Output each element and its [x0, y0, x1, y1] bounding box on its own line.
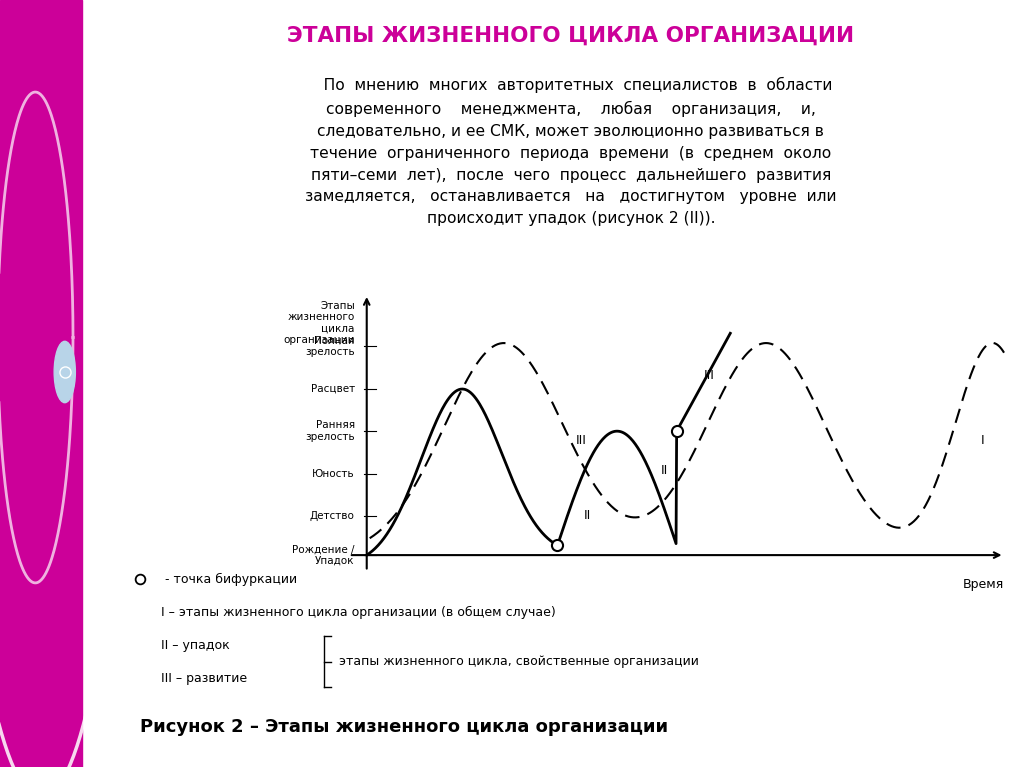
Text: Рисунок 2 – Этапы жизненного цикла организации: Рисунок 2 – Этапы жизненного цикла орган… [140, 719, 669, 736]
Text: II: II [662, 464, 669, 477]
Ellipse shape [54, 341, 76, 403]
Text: Детство: Детство [310, 511, 354, 521]
Text: II – упадок: II – упадок [161, 639, 230, 651]
Text: этапы жизненного цикла, свойственные организации: этапы жизненного цикла, свойственные орг… [331, 655, 698, 668]
Text: Ранняя
зрелость: Ранняя зрелость [305, 420, 354, 442]
Text: III: III [703, 369, 715, 382]
Text: Расцвет: Расцвет [310, 384, 354, 393]
Text: I – этапы жизненного цикла организации (в общем случае): I – этапы жизненного цикла организации (… [161, 605, 556, 619]
Text: Юность: Юность [312, 469, 354, 479]
Text: II: II [584, 509, 591, 522]
Text: III – развитие: III – развитие [161, 672, 248, 684]
Text: Этапы
жизненного
цикла
организации: Этапы жизненного цикла организации [284, 301, 354, 345]
Text: Время: Время [964, 578, 1005, 591]
Text: ЭТАПЫ ЖИЗНЕННОГО ЦИКЛА ОРГАНИЗАЦИИ: ЭТАПЫ ЖИЗНЕННОГО ЦИКЛА ОРГАНИЗАЦИИ [288, 25, 854, 45]
Text: - точка бифуркации: - точка бифуркации [161, 572, 297, 586]
Bar [0, 0, 82, 767]
Text: Рождение /
Упадок: Рождение / Упадок [292, 545, 354, 566]
Text: I: I [981, 434, 984, 447]
Text: По  мнению  многих  авторитетных  специалистов  в  области
современного    менед: По мнению многих авторитетных специалист… [305, 77, 837, 226]
Text: Полная
зрелость: Полная зрелость [305, 335, 354, 357]
Text: III: III [575, 434, 587, 447]
